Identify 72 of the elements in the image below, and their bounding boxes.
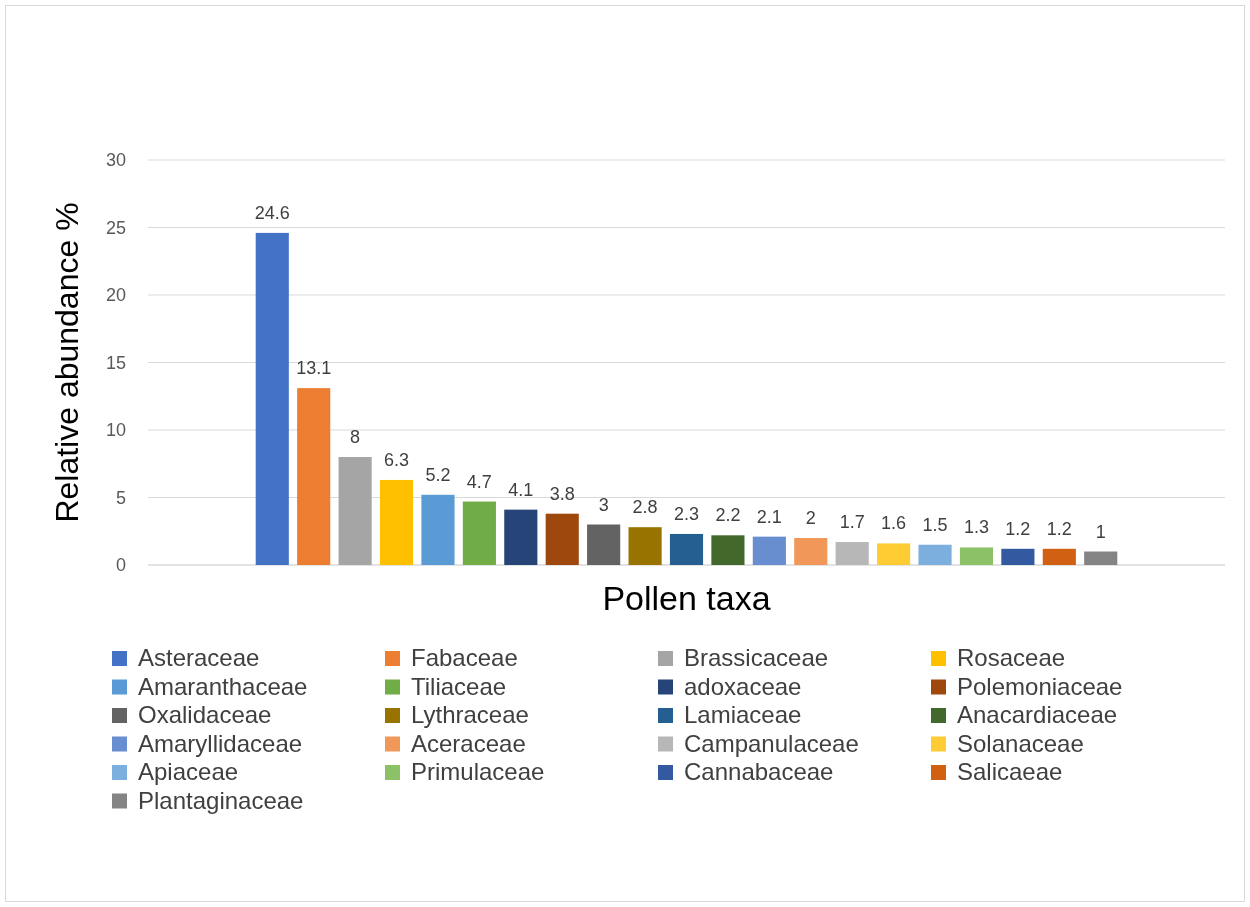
legend-label: Lamiaceae	[684, 701, 802, 728]
data-label: 2.2	[715, 505, 741, 526]
bar	[959, 547, 994, 565]
data-label: 1	[1095, 521, 1106, 542]
bar	[835, 542, 869, 565]
x-axis-title: Pollen taxa	[602, 579, 771, 617]
bar	[628, 527, 662, 565]
bar	[877, 543, 911, 565]
legend-label: Brassicaceae	[684, 644, 829, 671]
data-label: 1.6	[881, 513, 907, 534]
data-label: 2.1	[756, 506, 782, 527]
legend-label: adoxaceae	[684, 672, 802, 700]
data-label: 4.7	[466, 471, 492, 492]
data-label: 1.2	[1005, 518, 1031, 539]
bar	[462, 501, 496, 565]
bar	[794, 538, 828, 565]
data-label: 3	[598, 494, 609, 515]
data-label: 6.3	[384, 449, 410, 470]
data-label: 13.1	[296, 358, 332, 379]
legend-label: Solanaceae	[957, 729, 1084, 757]
data-label: 1.2	[1046, 518, 1072, 539]
bar	[421, 494, 455, 565]
legend-label: Anacardiaceae	[957, 701, 1118, 728]
legend-label: Aceraceae	[411, 729, 526, 757]
legend-label: Amaranthaceae	[138, 672, 308, 700]
bar	[1001, 548, 1035, 565]
data-label: 1.5	[922, 514, 948, 535]
bar	[587, 524, 621, 565]
data-label: 1.7	[839, 512, 865, 533]
y-axis-title: Relative abundance %	[49, 202, 85, 523]
data-label: 24.6	[254, 202, 290, 223]
legend-label: Lythraceae	[411, 701, 529, 728]
legend-label: Cannabaceae	[684, 758, 834, 785]
y-tick-label: 10	[105, 420, 126, 441]
data-label: 3.8	[549, 483, 575, 504]
bar	[1084, 551, 1118, 565]
bar	[545, 513, 579, 565]
legend-label: Tiliaceae	[411, 672, 507, 700]
bar	[504, 509, 538, 565]
data-label: 5.2	[425, 464, 451, 485]
y-tick-label: 25	[105, 217, 126, 238]
bar	[379, 479, 414, 565]
legend-label: Campanulaceae	[684, 729, 859, 757]
bar	[297, 388, 331, 565]
legend-label: Fabaceae	[411, 644, 518, 671]
data-label: 8	[350, 427, 361, 447]
y-tick-label: 20	[105, 285, 126, 306]
bar	[711, 535, 745, 565]
legend-label: Apiaceae	[138, 758, 239, 785]
legend-label: Rosaceae	[957, 644, 1066, 671]
legend-label: Salicaeae	[957, 758, 1063, 785]
legend-label: Amaryllidaceae	[138, 729, 303, 757]
legend-label: Asteraceae	[138, 644, 260, 671]
bar	[752, 536, 786, 565]
data-label: 1.3	[963, 517, 989, 538]
y-tick-label: 30	[105, 150, 126, 171]
bar	[918, 544, 952, 565]
legend-label: Oxalidaceae	[138, 701, 272, 728]
data-label: 2	[805, 508, 816, 528]
legend-label: Plantaginaceae	[138, 786, 304, 814]
y-tick-label: 15	[105, 352, 126, 373]
data-label: 2.3	[673, 503, 700, 524]
y-tick-label: 5	[115, 487, 126, 508]
bar	[255, 232, 289, 565]
data-label: 4.1	[508, 479, 534, 500]
y-tick-label: 0	[115, 555, 126, 576]
legend-label: Polemoniaceae	[957, 672, 1123, 700]
bar	[338, 457, 372, 565]
data-label: 2.8	[632, 497, 658, 518]
legend-label: Primulaceae	[411, 758, 545, 785]
bar	[1042, 548, 1076, 565]
bar	[669, 533, 704, 565]
